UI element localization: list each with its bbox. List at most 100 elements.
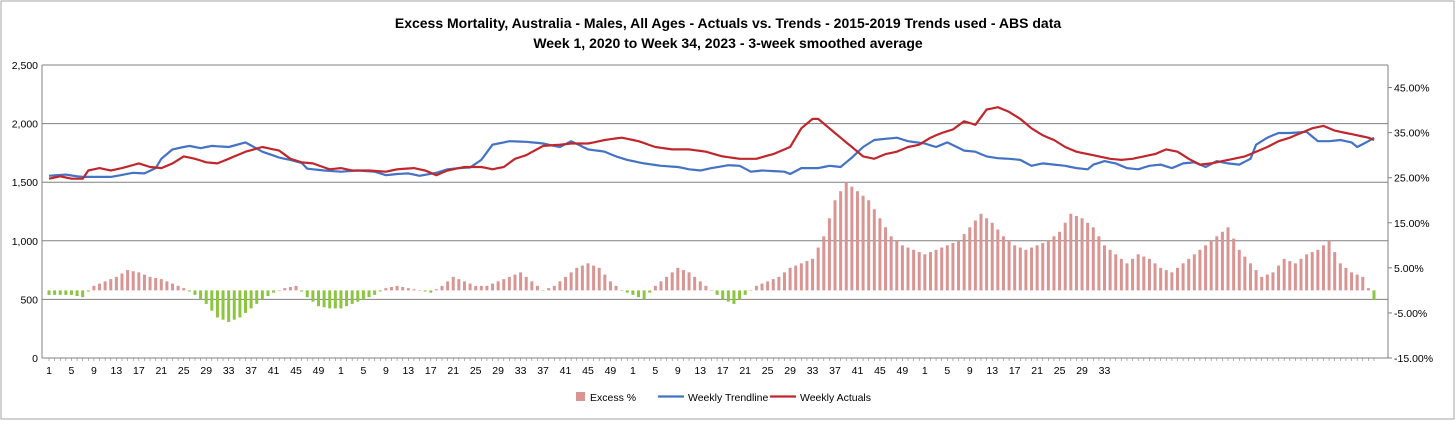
excess-bar [1361, 276, 1365, 291]
excess-bar [491, 283, 495, 291]
excess-bar [1344, 267, 1348, 291]
excess-bar [81, 290, 85, 298]
excess-bar [940, 247, 944, 291]
x-tick-label: 5 [69, 365, 75, 377]
excess-bar [1030, 247, 1034, 291]
excess-bar [1316, 249, 1320, 291]
excess-bar [126, 270, 130, 291]
y-left-tick-label: 2,500 [12, 60, 38, 72]
excess-bar [305, 290, 309, 298]
excess-bar [850, 186, 854, 291]
excess-bar [665, 276, 669, 291]
excess-bar [294, 285, 298, 291]
excess-bar [418, 290, 422, 291]
excess-bar [215, 290, 219, 318]
excess-bar [1299, 258, 1303, 291]
excess-bar [1097, 236, 1101, 291]
excess-bar [176, 285, 180, 291]
excess-bar [204, 290, 208, 304]
excess-bar [1063, 222, 1067, 291]
excess-bar [569, 272, 573, 291]
y-left-tick-label: 1,000 [12, 236, 38, 248]
excess-bar [957, 240, 961, 291]
excess-bar [603, 274, 607, 291]
y-right-tick-label: 45.00% [1394, 83, 1430, 95]
excess-bar [502, 279, 506, 291]
excess-bar [378, 290, 382, 292]
excess-bar [631, 290, 635, 295]
excess-bar [1013, 245, 1017, 291]
excess-bar [754, 285, 758, 291]
excess-bar [973, 220, 977, 291]
chart-title-line1: Excess Mortality, Australia - Males, All… [395, 15, 1061, 31]
excess-bar [440, 285, 444, 291]
excess-bar [1248, 263, 1252, 291]
x-tick-label: 37 [245, 365, 257, 377]
x-tick-label: 21 [155, 365, 167, 377]
excess-bar [260, 290, 264, 300]
x-tick-label: 17 [1009, 365, 1021, 377]
excess-bar [693, 276, 697, 291]
excess-bar [917, 252, 921, 291]
excess-bar [1204, 245, 1208, 291]
excess-bar [288, 287, 292, 291]
excess-bar [614, 285, 618, 291]
x-tick-label: 45 [582, 365, 594, 377]
y-right-tick-label: 35.00% [1394, 128, 1430, 140]
excess-bar [423, 290, 427, 292]
excess-bar [625, 290, 629, 293]
excess-bar [749, 290, 753, 291]
x-tick-label: 29 [1076, 365, 1088, 377]
x-tick-label: 49 [897, 365, 909, 377]
excess-bar [1170, 272, 1174, 291]
excess-bar [114, 276, 118, 291]
excess-bars [47, 182, 1376, 322]
excess-bar [1350, 272, 1354, 291]
excess-bar [1271, 272, 1275, 291]
excess-bar [676, 267, 680, 291]
excess-bar [328, 290, 332, 309]
excess-bar [524, 276, 528, 291]
excess-bar [462, 281, 466, 291]
x-tick-label: 9 [91, 365, 97, 377]
excess-bar [58, 290, 62, 295]
excess-bar [1142, 256, 1146, 291]
y-right-tick-label: 25.00% [1394, 173, 1430, 185]
excess-bar [620, 290, 624, 291]
excess-bar [227, 290, 231, 322]
weekly-actuals-line [48, 106, 1375, 180]
x-tick-label: 41 [560, 365, 572, 377]
excess-bar [1243, 256, 1247, 291]
excess-bar [996, 229, 1000, 291]
excess-bar [906, 247, 910, 291]
excess-bar [1074, 216, 1078, 291]
excess-bar [165, 281, 169, 291]
excess-bar [389, 287, 393, 291]
x-tick-label: 25 [470, 365, 482, 377]
excess-bar [1209, 240, 1213, 291]
excess-bar [1035, 245, 1039, 291]
excess-bar [743, 290, 747, 295]
excess-bar [867, 200, 871, 291]
excess-bar [1293, 263, 1297, 291]
excess-bar [395, 285, 399, 291]
excess-bar [92, 285, 96, 291]
x-tick-label: 29 [200, 365, 212, 377]
x-tick-label: 9 [383, 365, 389, 377]
x-tick-label: 49 [313, 365, 325, 377]
excess-bar [642, 290, 646, 300]
excess-bar [698, 281, 702, 291]
legend: Excess % Weekly Trendline Weekly Actuals [576, 392, 871, 404]
excess-bar [541, 290, 545, 291]
excess-bar [710, 290, 713, 291]
excess-bar [345, 290, 349, 307]
legend-label: Weekly Actuals [800, 392, 871, 404]
x-tick-label: 41 [268, 365, 280, 377]
excess-bar [1372, 290, 1376, 300]
excess-bar [681, 270, 685, 291]
x-tick-label: 45 [290, 365, 302, 377]
excess-bar [816, 247, 820, 291]
excess-bar [732, 290, 736, 304]
excess-bar [738, 290, 742, 300]
